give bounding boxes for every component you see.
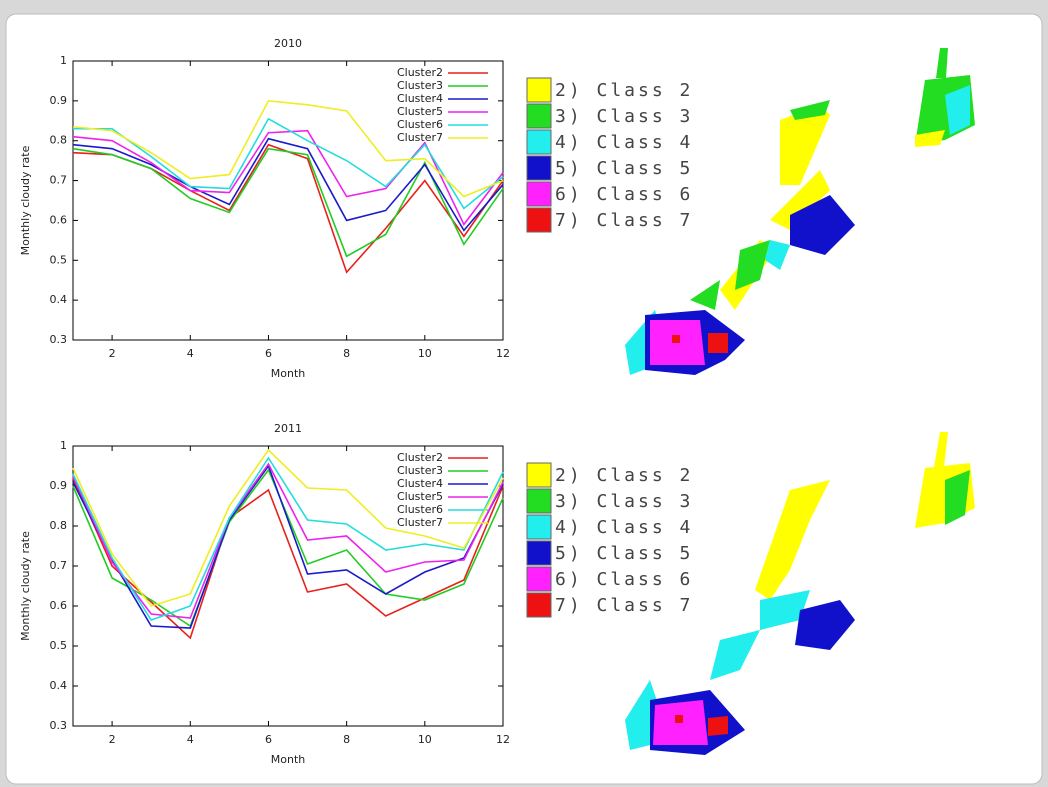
legend-label: Cluster5 <box>397 490 443 503</box>
legend-label: Cluster2 <box>397 451 443 464</box>
legend-label: Cluster7 <box>397 131 443 144</box>
series-line <box>72 464 504 629</box>
y-tick-label: 0.6 <box>50 213 68 226</box>
y-axis-label: Monthly cloudy rate <box>19 531 32 641</box>
legend-label: 4) Class 4 <box>555 517 693 538</box>
map-2011 <box>625 432 975 755</box>
legend-label: Cluster3 <box>397 464 443 477</box>
y-tick-label: 0.3 <box>50 719 68 732</box>
series-line <box>72 137 504 232</box>
y-tick-label: 0.5 <box>50 253 68 266</box>
y-tick-label: 0.8 <box>50 519 68 532</box>
legend-label: 3) Class 3 <box>555 491 693 512</box>
legend-swatch <box>526 155 552 181</box>
y-axis-label: Monthly cloudy rate <box>19 145 32 255</box>
legend-swatch <box>526 181 552 207</box>
plot-frame <box>72 445 504 727</box>
legend-label: Cluster4 <box>397 477 443 490</box>
legend-label: Cluster5 <box>397 105 443 118</box>
y-tick-label: 0.9 <box>50 479 68 492</box>
legend-label: 3) Class 3 <box>555 106 693 127</box>
legend-swatch <box>526 540 552 566</box>
legend-swatch <box>526 566 552 592</box>
x-tick-label: 8 <box>343 347 350 360</box>
legend-label: 6) Class 6 <box>555 569 693 590</box>
y-tick-label: 0.6 <box>50 599 68 612</box>
legend-label: 7) Class 7 <box>555 595 693 616</box>
legend-label: Cluster6 <box>397 503 443 516</box>
legend-swatch <box>526 103 552 129</box>
series-line <box>72 462 504 619</box>
y-tick-label: 1 <box>60 54 67 67</box>
legend-label: Cluster2 <box>397 66 443 79</box>
x-tick-label: 6 <box>265 733 272 746</box>
legend-label: 6) Class 6 <box>555 184 693 205</box>
legend-label: 5) Class 5 <box>555 158 693 179</box>
y-tick-label: 0.5 <box>50 639 68 652</box>
x-tick-label: 10 <box>418 733 432 746</box>
panel <box>5 13 1043 785</box>
legend-label: 5) Class 5 <box>555 543 693 564</box>
legend-label: Cluster3 <box>397 79 443 92</box>
y-tick-label: 0.8 <box>50 134 68 147</box>
y-tick-label: 1 <box>60 439 67 452</box>
legend-swatch <box>526 207 552 233</box>
legend-label: 4) Class 4 <box>555 132 693 153</box>
plot-frame <box>72 60 504 341</box>
legend-swatch <box>526 592 552 618</box>
series-line <box>72 448 504 607</box>
y-tick-label: 0.4 <box>50 293 68 306</box>
y-tick-label: 0.4 <box>50 679 68 692</box>
y-tick-label: 0.7 <box>50 559 68 572</box>
chart-title: 2011 <box>274 422 302 435</box>
legend-swatch <box>526 514 552 540</box>
x-tick-label: 12 <box>496 347 510 360</box>
x-tick-label: 6 <box>265 347 272 360</box>
legend-label: Cluster6 <box>397 118 443 131</box>
series-line <box>73 117 504 210</box>
x-tick-label: 4 <box>187 733 194 746</box>
legend-swatch <box>526 462 552 488</box>
y-tick-label: 0.3 <box>50 333 68 346</box>
legend-swatch <box>526 129 552 155</box>
x-axis-label: Month <box>271 367 306 380</box>
y-tick-label: 0.9 <box>50 94 68 107</box>
x-tick-label: 8 <box>343 733 350 746</box>
x-tick-label: 4 <box>187 347 194 360</box>
legend-label: Cluster4 <box>397 92 443 105</box>
x-tick-label: 2 <box>109 347 116 360</box>
legend-label: 2) Class 2 <box>555 465 693 486</box>
x-tick-label: 2 <box>109 733 116 746</box>
legend-swatch <box>526 488 552 514</box>
y-tick-label: 0.7 <box>50 174 68 187</box>
x-axis-label: Month <box>271 753 306 766</box>
x-tick-label: 12 <box>496 733 510 746</box>
x-tick-label: 10 <box>418 347 432 360</box>
series-line <box>72 100 504 198</box>
map-2010 <box>625 48 975 375</box>
legend-label: Cluster7 <box>397 516 443 529</box>
legend-label: 2) Class 2 <box>555 80 693 101</box>
legend-swatch <box>526 77 552 103</box>
legend-label: 7) Class 7 <box>555 210 693 231</box>
series-line <box>72 456 504 621</box>
chart-title: 2010 <box>274 37 302 50</box>
